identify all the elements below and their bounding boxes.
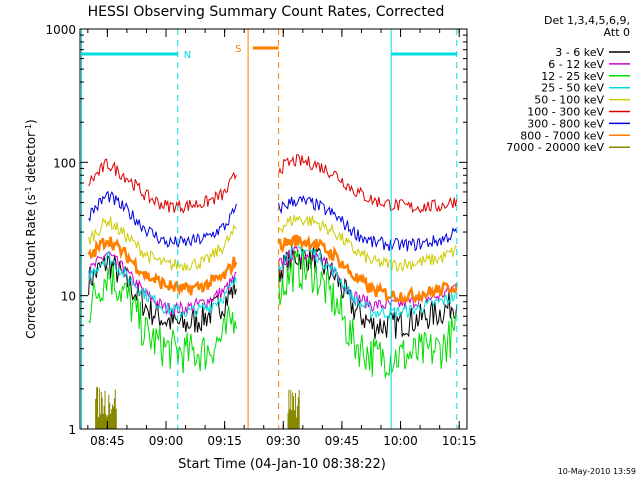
- legend-entry-label-5: 100 - 300 keV: [527, 106, 604, 119]
- series-line-6-day2: [278, 194, 458, 252]
- y-axis-label-sup2: -1: [24, 124, 33, 132]
- spike-group-1: [287, 389, 300, 429]
- legend-header-line1: Det 1,3,4,5,6,9,: [544, 14, 630, 27]
- series-line-3-day1: [88, 251, 237, 318]
- series-line-7-day2: [277, 234, 459, 304]
- y-tick-label-3: 1000: [45, 23, 76, 37]
- plot-content: NS: [81, 29, 459, 429]
- y-tick-label-1: 10: [61, 290, 76, 304]
- legend-entry-label-7: 800 - 7000 keV: [520, 129, 604, 142]
- series-line-0-day2: [278, 245, 458, 340]
- y-tick-label-0: 1: [68, 423, 76, 437]
- series-line-5-day2: [278, 154, 458, 214]
- chart-title: HESSI Observing Summary Count Rates, Cor…: [88, 4, 445, 20]
- series-line-2-day1: [88, 264, 237, 374]
- x-tick-label-1: 09:00: [149, 434, 184, 448]
- series-line-2-day2: [278, 249, 458, 378]
- legend-entry-label-8: 7000 - 20000 keV: [506, 141, 604, 154]
- y-axis-label-sup1: -1: [24, 186, 33, 194]
- x-tick-label-4: 09:45: [325, 434, 360, 448]
- y-tick-label-2: 100: [53, 156, 76, 170]
- axis-ticks: 08:45 09:00 09:15 09:30 09:45 10:00 10:15 1 10 10…: [45, 23, 476, 448]
- legend-entry-label-1: 6 - 12 keV: [548, 58, 604, 71]
- legend-entry-label-3: 25 - 50 keV: [541, 82, 604, 95]
- saa-marker-label: S: [235, 44, 241, 55]
- legend-header-line2: Att 0: [604, 26, 630, 39]
- series-line-1-day1: [88, 251, 237, 317]
- series-line-5-day1: [88, 158, 237, 214]
- plot-frame: [79, 28, 468, 430]
- series-line-7-day1: [87, 236, 238, 297]
- x-axis-label: Start Time (04-Jan-10 08:38:22): [178, 457, 386, 472]
- legend-entry-label-2: 12 - 25 keV: [541, 70, 604, 83]
- y-axis-label-main: Corrected Count Rate (s: [24, 194, 38, 338]
- night-marker-label: N: [184, 50, 191, 61]
- series-line-0-day1: [88, 254, 237, 333]
- footer-timestamp: 10-May-2010 13:59: [558, 467, 636, 476]
- x-tick-label-0: 08:45: [90, 434, 125, 448]
- legend-entry-label-0: 3 - 6 keV: [555, 46, 604, 59]
- x-tick-label-2: 09:15: [207, 434, 242, 448]
- y-axis-label-mid: detector: [24, 132, 38, 187]
- series-line-4-day2: [278, 214, 458, 273]
- legend-entry-label-4: 50 - 100 keV: [534, 94, 604, 107]
- x-tick-label-6: 10:15: [442, 434, 477, 448]
- series-line-3-day2: [278, 241, 458, 320]
- x-tick-label-5: 10:00: [383, 434, 418, 448]
- legend-entry-label-6: 300 - 800 keV: [527, 117, 604, 130]
- spike-group-0: [95, 386, 117, 429]
- series-line-6-day1: [88, 190, 237, 249]
- y-axis-label-end: ): [24, 119, 38, 124]
- series-line-4-day1: [88, 216, 237, 272]
- x-tick-label-3: 09:30: [266, 434, 301, 448]
- y-axis-label: Corrected Count Rate (s-1 detector-1): [24, 119, 39, 338]
